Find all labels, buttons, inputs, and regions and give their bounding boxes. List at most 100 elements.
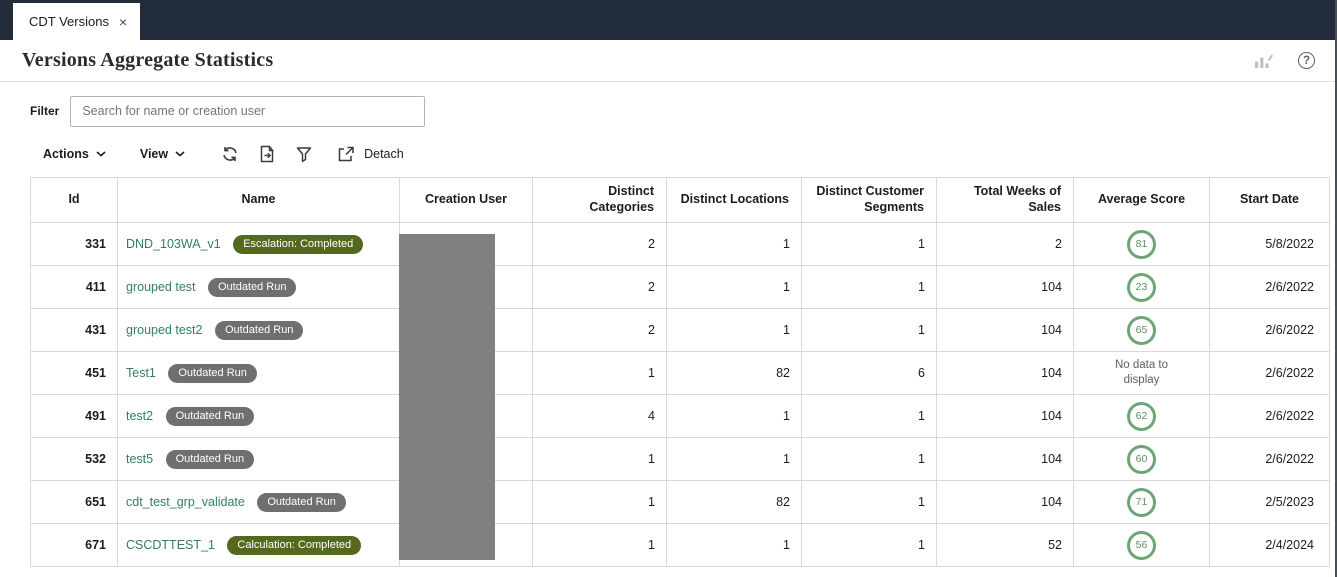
score-value: 71	[1135, 496, 1148, 508]
cell-distinct-categories: 1	[532, 437, 667, 481]
column-header-id[interactable]: Id	[30, 177, 118, 223]
cell-name: test5 Outdated Run	[117, 437, 400, 481]
table-row[interactable]: 651 cdt_test_grp_validate Outdated Run 1…	[30, 480, 1330, 524]
cell-total-weeks: 104	[936, 308, 1074, 352]
refresh-icon[interactable]	[219, 143, 241, 165]
cell-distinct-customer-segments: 1	[801, 308, 937, 352]
cell-total-weeks: 104	[936, 265, 1074, 309]
page-title: Versions Aggregate Statistics	[22, 49, 274, 71]
analytics-icon[interactable]	[1253, 51, 1274, 70]
table-row[interactable]: 411 grouped test Outdated Run 2 1 1 104 …	[30, 265, 1330, 309]
toolbar: Actions View Detach	[0, 140, 1337, 167]
column-header-distinct-customer-segments[interactable]: Distinct Customer Segments	[801, 177, 937, 223]
page-header-icons: ?	[1253, 51, 1315, 70]
cell-distinct-customer-segments: 1	[801, 265, 937, 309]
status-badge: Outdated Run	[168, 363, 257, 383]
version-name-link[interactable]: DND_103WA_v1	[126, 236, 221, 251]
table-row[interactable]: 532 test5 Outdated Run 1 1 1 104 60 2/6/…	[30, 437, 1330, 481]
score-ring: 71	[1127, 487, 1156, 517]
cell-distinct-locations: 1	[666, 437, 802, 481]
version-name-link[interactable]: grouped test2	[126, 322, 203, 337]
cell-id: 411	[30, 265, 118, 309]
table-row[interactable]: 331 DND_103WA_v1 Escalation: Completed 2…	[30, 222, 1330, 266]
export-icon[interactable]	[256, 143, 278, 165]
status-badge: Outdated Run	[214, 320, 304, 340]
cell-distinct-locations: 1	[666, 394, 802, 438]
cell-distinct-categories: 2	[532, 222, 667, 266]
cell-id: 451	[30, 351, 118, 395]
filter-search-input[interactable]	[70, 95, 426, 127]
no-data-text: No data to display	[1114, 359, 1169, 386]
help-glyph: ?	[1298, 52, 1315, 69]
cell-total-weeks: 52	[936, 523, 1074, 567]
tab-bar: CDT Versions ×	[0, 0, 1337, 40]
cell-total-weeks: 2	[936, 222, 1074, 266]
filter-label: Filter	[30, 104, 60, 118]
page-header: Versions Aggregate Statistics ?	[0, 40, 1337, 82]
chevron-down-icon	[96, 150, 106, 157]
column-header-average-score[interactable]: Average Score	[1073, 177, 1210, 223]
cell-distinct-customer-segments: 1	[801, 437, 937, 481]
chevron-down-icon	[175, 150, 185, 157]
view-menu-button[interactable]: View	[140, 147, 185, 161]
cell-distinct-customer-segments: 1	[801, 480, 937, 524]
score-value: 81	[1135, 238, 1148, 250]
cell-total-weeks: 104	[936, 394, 1074, 438]
column-header-distinct-locations[interactable]: Distinct Locations	[666, 177, 802, 223]
table-row[interactable]: 671 CSCDTTEST_1 Calculation: Completed 1…	[30, 523, 1330, 567]
filter-funnel-icon[interactable]	[293, 143, 315, 165]
cell-average-score: 65	[1073, 308, 1210, 352]
cell-start-date: 5/8/2022	[1209, 222, 1330, 266]
table-row[interactable]: 431 grouped test2 Outdated Run 2 1 1 104…	[30, 308, 1330, 352]
column-header-start-date[interactable]: Start Date	[1209, 177, 1330, 223]
actions-menu-button[interactable]: Actions	[43, 147, 106, 161]
cell-start-date: 2/6/2022	[1209, 437, 1330, 481]
cell-name: grouped test2 Outdated Run	[117, 308, 400, 352]
cell-distinct-locations: 82	[666, 480, 802, 524]
status-badge: Outdated Run	[165, 449, 255, 469]
cell-start-date: 2/4/2024	[1209, 523, 1330, 567]
versions-table: Id Name Creation User Distinct Categorie…	[30, 177, 1330, 567]
cell-total-weeks: 104	[936, 351, 1074, 395]
detach-label: Detach	[364, 146, 404, 161]
window-right-edge	[1335, 0, 1337, 577]
detach-button[interactable]: Detach	[336, 144, 404, 164]
cell-id: 431	[30, 308, 118, 352]
tab-cdt-versions[interactable]: CDT Versions ×	[13, 3, 141, 40]
version-name-link[interactable]: grouped test	[126, 279, 196, 294]
tab-label: CDT Versions	[29, 14, 109, 29]
cell-distinct-locations: 1	[666, 308, 802, 352]
table-row[interactable]: 451 Test1 Outdated Run 1 82 6 104 No dat…	[30, 351, 1330, 395]
column-header-distinct-categories[interactable]: Distinct Categories	[532, 177, 667, 223]
version-name-link[interactable]: CSCDTTEST_1	[126, 537, 215, 552]
view-menu-label: View	[139, 146, 169, 161]
table-row[interactable]: 491 test2 Outdated Run 4 1 1 104 62 2/6/…	[30, 394, 1330, 438]
cell-distinct-categories: 4	[532, 394, 667, 438]
help-icon[interactable]: ?	[1298, 52, 1315, 69]
cell-start-date: 2/6/2022	[1209, 265, 1330, 309]
tab-close-icon[interactable]: ×	[118, 13, 128, 30]
column-header-name[interactable]: Name	[117, 177, 400, 223]
cell-start-date: 2/6/2022	[1209, 308, 1330, 352]
score-value: 65	[1135, 324, 1148, 336]
column-header-total-weeks-of-sales[interactable]: Total Weeks of Sales	[936, 177, 1074, 223]
version-name-link[interactable]: cdt_test_grp_validate	[126, 494, 245, 509]
cell-total-weeks: 104	[936, 437, 1074, 481]
cell-average-score: 23	[1073, 265, 1210, 309]
cell-start-date: 2/6/2022	[1209, 394, 1330, 438]
version-name-link[interactable]: Test1	[126, 365, 156, 380]
cell-id: 331	[30, 222, 118, 266]
cell-name: cdt_test_grp_validate Outdated Run	[117, 480, 400, 524]
column-header-creation-user[interactable]: Creation User	[399, 177, 533, 223]
cell-distinct-locations: 82	[666, 351, 802, 395]
cell-average-score: No data to display	[1073, 351, 1210, 395]
cell-total-weeks: 104	[936, 480, 1074, 524]
status-badge: Outdated Run	[165, 406, 255, 426]
cell-average-score: 71	[1073, 480, 1210, 524]
cell-distinct-locations: 1	[666, 222, 802, 266]
version-name-link[interactable]: test2	[126, 408, 154, 423]
score-value: 56	[1135, 539, 1148, 551]
cell-average-score: 60	[1073, 437, 1210, 481]
cell-name: test2 Outdated Run	[117, 394, 400, 438]
version-name-link[interactable]: test5	[126, 451, 154, 466]
